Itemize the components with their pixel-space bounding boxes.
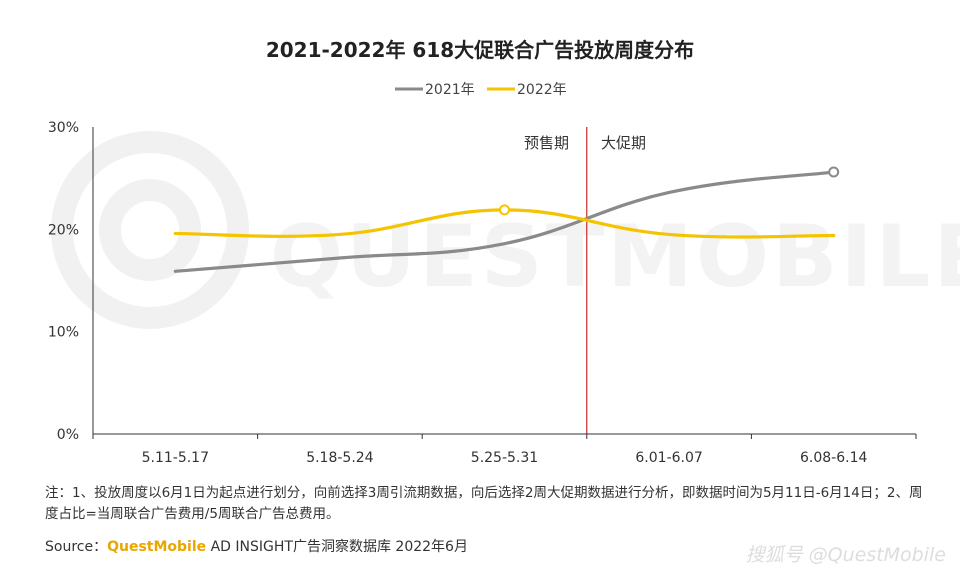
x-tick-label: 5.25-5.31 [471,450,538,466]
chart: QUESTMOBILE 2021-2022年 618大促联合广告投放周度分布 2… [48,38,960,466]
main-promo-label: 大促期 [601,134,646,152]
credit-watermark: 搜狐号 @QuestMobile [745,544,946,566]
footnote: 注：1、投放周度以6月1日为起点进行划分，向前选择3周引流期数据，向后选择2周大… [45,485,923,522]
x-tick-label: 5.18-5.24 [306,450,373,466]
source-suffix: AD INSIGHT广告洞察数据库 2022年6月 [206,539,468,555]
y-tick-label: 30% [48,120,79,136]
x-tick-label: 5.11-5.17 [142,450,209,466]
legend-label: 2021年 [425,82,475,98]
source-line: Source：QuestMobile AD INSIGHT广告洞察数据库 202… [45,536,468,556]
source-prefix: Source： [45,539,108,555]
y-tick-label: 10% [48,325,79,341]
y-tick-label: 20% [48,222,79,238]
chart-title: 2021-2022年 618大促联合广告投放周度分布 [266,38,694,62]
series-line-0 [173,170,836,273]
series-2021-end-point [828,166,840,178]
watermark-logo [51,131,249,329]
presale-label: 预售期 [524,134,569,152]
y-tick-label: 0% [57,427,79,443]
legend-label: 2022年 [517,82,567,98]
x-tick-label: 6.08-6.14 [800,450,867,466]
x-tick-label: 6.01-6.07 [635,450,702,466]
series-2022-peak-point [499,204,510,216]
watermark-text: QUESTMOBILE [270,207,960,307]
source-brand: QuestMobile [107,539,207,555]
legend: 2021年 2022年 [395,82,567,98]
